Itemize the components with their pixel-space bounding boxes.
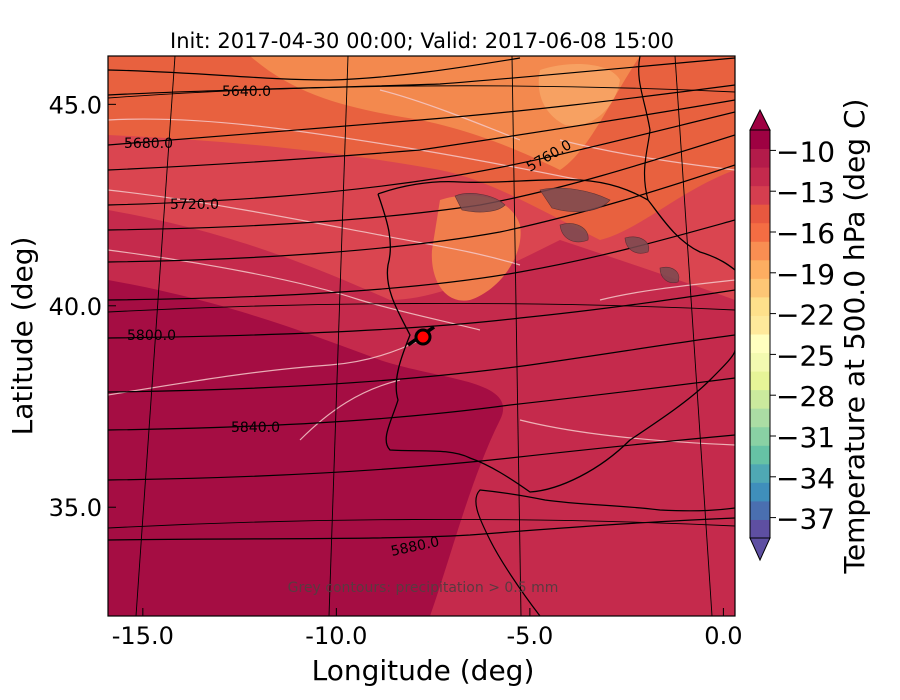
- colorbar-swatch: [750, 204, 770, 224]
- colorbar-tick-label: −37: [776, 503, 835, 536]
- map-frame: [107, 55, 736, 617]
- precipitation-note: Grey contours: precipitation > 0.5 mm: [288, 580, 559, 596]
- colorbar-swatch: [750, 463, 770, 483]
- colorbar-swatch: [750, 389, 770, 409]
- y-tick-label: 40.0: [49, 293, 102, 321]
- colorbar-swatch: [750, 371, 770, 391]
- colorbar-extend-bottom: [749, 537, 771, 562]
- x-tick-label: -10.0: [305, 622, 367, 650]
- colorbar-swatch: [750, 148, 770, 168]
- colorbar-swatch: [750, 130, 770, 150]
- colorbar-tick-label: −19: [776, 258, 835, 291]
- colorbar-label: Temperature at 500.0 hPa (deg C): [838, 99, 871, 575]
- colorbar-tick-label: −28: [776, 380, 835, 413]
- contour-label: 5800.0: [127, 328, 176, 344]
- colorbar-tick-label: −25: [776, 339, 835, 372]
- colorbar-swatch: [750, 167, 770, 187]
- contour-label: 5840.0: [231, 420, 280, 436]
- x-tick-label: -5.0: [506, 622, 553, 650]
- temperature-patch-inland: [431, 195, 521, 301]
- coastline-iberia: [377, 178, 735, 493]
- colorbar-swatch: [750, 482, 770, 502]
- colorbar-tick-label: −34: [776, 462, 835, 495]
- colorbar-tick-label: −13: [776, 176, 835, 209]
- colorbar-swatch: [750, 519, 770, 539]
- colorbar-swatch: [750, 334, 770, 354]
- x-tick-label: -15.0: [112, 622, 174, 650]
- colorbar-swatch: [750, 500, 770, 520]
- colorbar-swatch: [750, 352, 770, 372]
- y-axis: 45.0 40.0 35.0: [49, 91, 116, 522]
- geopotential-contours: [108, 57, 735, 541]
- colorbar-swatch: [750, 315, 770, 335]
- colorbar: −10 −13 −16 −19 −22 −25 −28 −31 −34 −37: [749, 108, 835, 562]
- colorbar-swatch: [750, 278, 770, 298]
- contour-label: 5720.0: [170, 197, 219, 213]
- colorbar-tick-label: −31: [776, 421, 835, 454]
- chart-title: Init: 2017-04-30 00:00; Valid: 2017-06-0…: [170, 29, 674, 53]
- colorbar-swatch: [750, 445, 770, 465]
- colorbar-swatch: [750, 296, 770, 316]
- y-tick-label: 35.0: [49, 494, 102, 522]
- colorbar-tick-label: −22: [776, 299, 835, 332]
- colorbar-tick-label: −10: [776, 135, 835, 168]
- x-tick-label: 0.0: [704, 622, 742, 650]
- coastline-africa: [475, 489, 735, 616]
- colorbar-swatch: [750, 185, 770, 205]
- location-marker-dot: [414, 328, 432, 346]
- contour-label: 5680.0: [124, 136, 173, 152]
- colorbar-frame: [749, 129, 771, 539]
- colorbar-swatch: [750, 426, 770, 446]
- colorbar-swatch: [750, 259, 770, 279]
- colorbar-extend-top: [749, 108, 771, 131]
- colorbar-swatch: [750, 241, 770, 261]
- colorbar-swatch: [750, 222, 770, 242]
- contour-label: 5640.0: [222, 84, 271, 100]
- y-axis-label: Latitude (deg): [6, 237, 39, 436]
- colorbar-tick-label: −16: [776, 217, 835, 250]
- map-graticule: [108, 56, 735, 616]
- precipitation-patches: [454, 187, 680, 283]
- map-panel: 5640.0 5680.0 5720.0 5760.0 5800.0 5840.…: [108, 56, 735, 616]
- x-axis-label: Longitude (deg): [312, 654, 535, 687]
- colorbar-swatch: [750, 408, 770, 428]
- coastline-france: [638, 56, 651, 201]
- location-marker: [407, 325, 435, 347]
- y-tick-label: 45.0: [49, 91, 102, 119]
- temperature-patch-pale: [538, 64, 620, 126]
- x-axis: -15.0 -10.0 -5.0 0.0: [112, 608, 742, 650]
